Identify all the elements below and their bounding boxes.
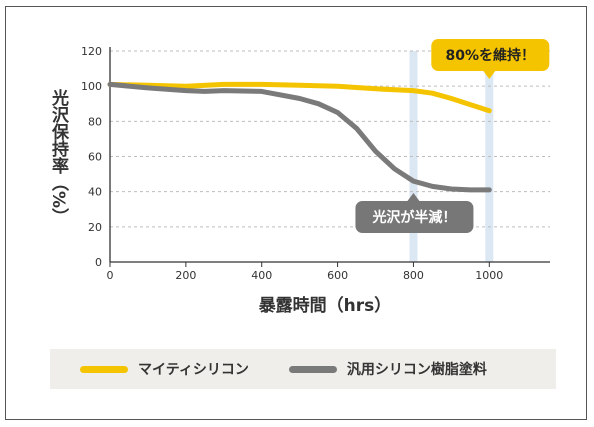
annotation-pointer-0 bbox=[407, 193, 420, 201]
x-axis-title: 暴露時間（hrs） bbox=[258, 295, 392, 316]
legend-label-generic-silicon: 汎用シリコン樹脂塗料 bbox=[346, 362, 487, 378]
x-tick-label-600: 600 bbox=[327, 269, 348, 282]
annotation-1: 80%を維持！ bbox=[431, 39, 550, 79]
x-tick-label-400: 400 bbox=[251, 269, 272, 282]
legend-item-mighty-silicon: マイティシリコン bbox=[80, 359, 249, 379]
annotation-box-0 bbox=[355, 201, 474, 233]
y-tick-label-0: 0 bbox=[95, 256, 102, 269]
y-axis-title: 光沢保持率（%） bbox=[48, 88, 70, 225]
legend-label-mighty-silicon: マイティシリコン bbox=[138, 362, 249, 378]
y-tick-label-40: 40 bbox=[88, 186, 102, 199]
x-tick-label-200: 200 bbox=[175, 269, 196, 282]
series-line-1 bbox=[107, 81, 492, 193]
gloss-retention-chart: 0 20 40 60 80 100 120 0 200 400 600 800 1000 暴露時間（hrs… bbox=[48, 39, 550, 316]
annotation-text-0: 光沢が半減！ bbox=[371, 209, 456, 226]
chart-frame: 0 20 40 60 80 100 120 0 200 400 600 800 1000 暴露時間（hrs… bbox=[5, 6, 587, 420]
y-tick-label-100: 100 bbox=[81, 80, 102, 93]
x-tick-label-1000: 1000 bbox=[475, 269, 503, 282]
annotation-0: 光沢が半減！ bbox=[355, 193, 474, 233]
y-tick-label-20: 20 bbox=[88, 221, 102, 234]
y-tick-label-60: 60 bbox=[88, 151, 102, 164]
legend: マイティシリコン 汎用シリコン樹脂塗料 bbox=[50, 349, 556, 389]
x-tick-label-800: 800 bbox=[403, 269, 424, 282]
series-line-0 bbox=[107, 81, 492, 114]
legend-item-generic-silicon: 汎用シリコン樹脂塗料 bbox=[288, 359, 487, 379]
highlight-band-800 bbox=[409, 51, 418, 262]
annotation-box-1 bbox=[431, 39, 550, 71]
legend-swatch-mighty-silicon bbox=[80, 365, 128, 373]
annotation-text-1: 80%を維持！ bbox=[446, 47, 536, 64]
annotation-pointer-1 bbox=[483, 71, 496, 79]
x-tick-label-0: 0 bbox=[107, 269, 114, 282]
y-tick-label-120: 120 bbox=[81, 45, 102, 58]
y-tick-label-80: 80 bbox=[88, 115, 102, 128]
legend-swatch-generic-silicon bbox=[288, 365, 337, 373]
